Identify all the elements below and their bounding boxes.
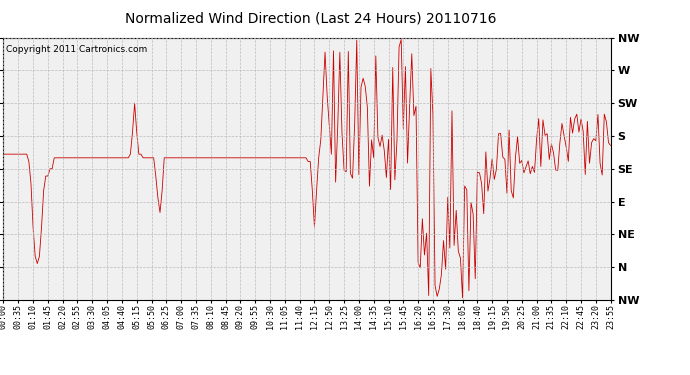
Text: Normalized Wind Direction (Last 24 Hours) 20110716: Normalized Wind Direction (Last 24 Hours… — [125, 11, 496, 25]
Text: Copyright 2011 Cartronics.com: Copyright 2011 Cartronics.com — [6, 45, 148, 54]
